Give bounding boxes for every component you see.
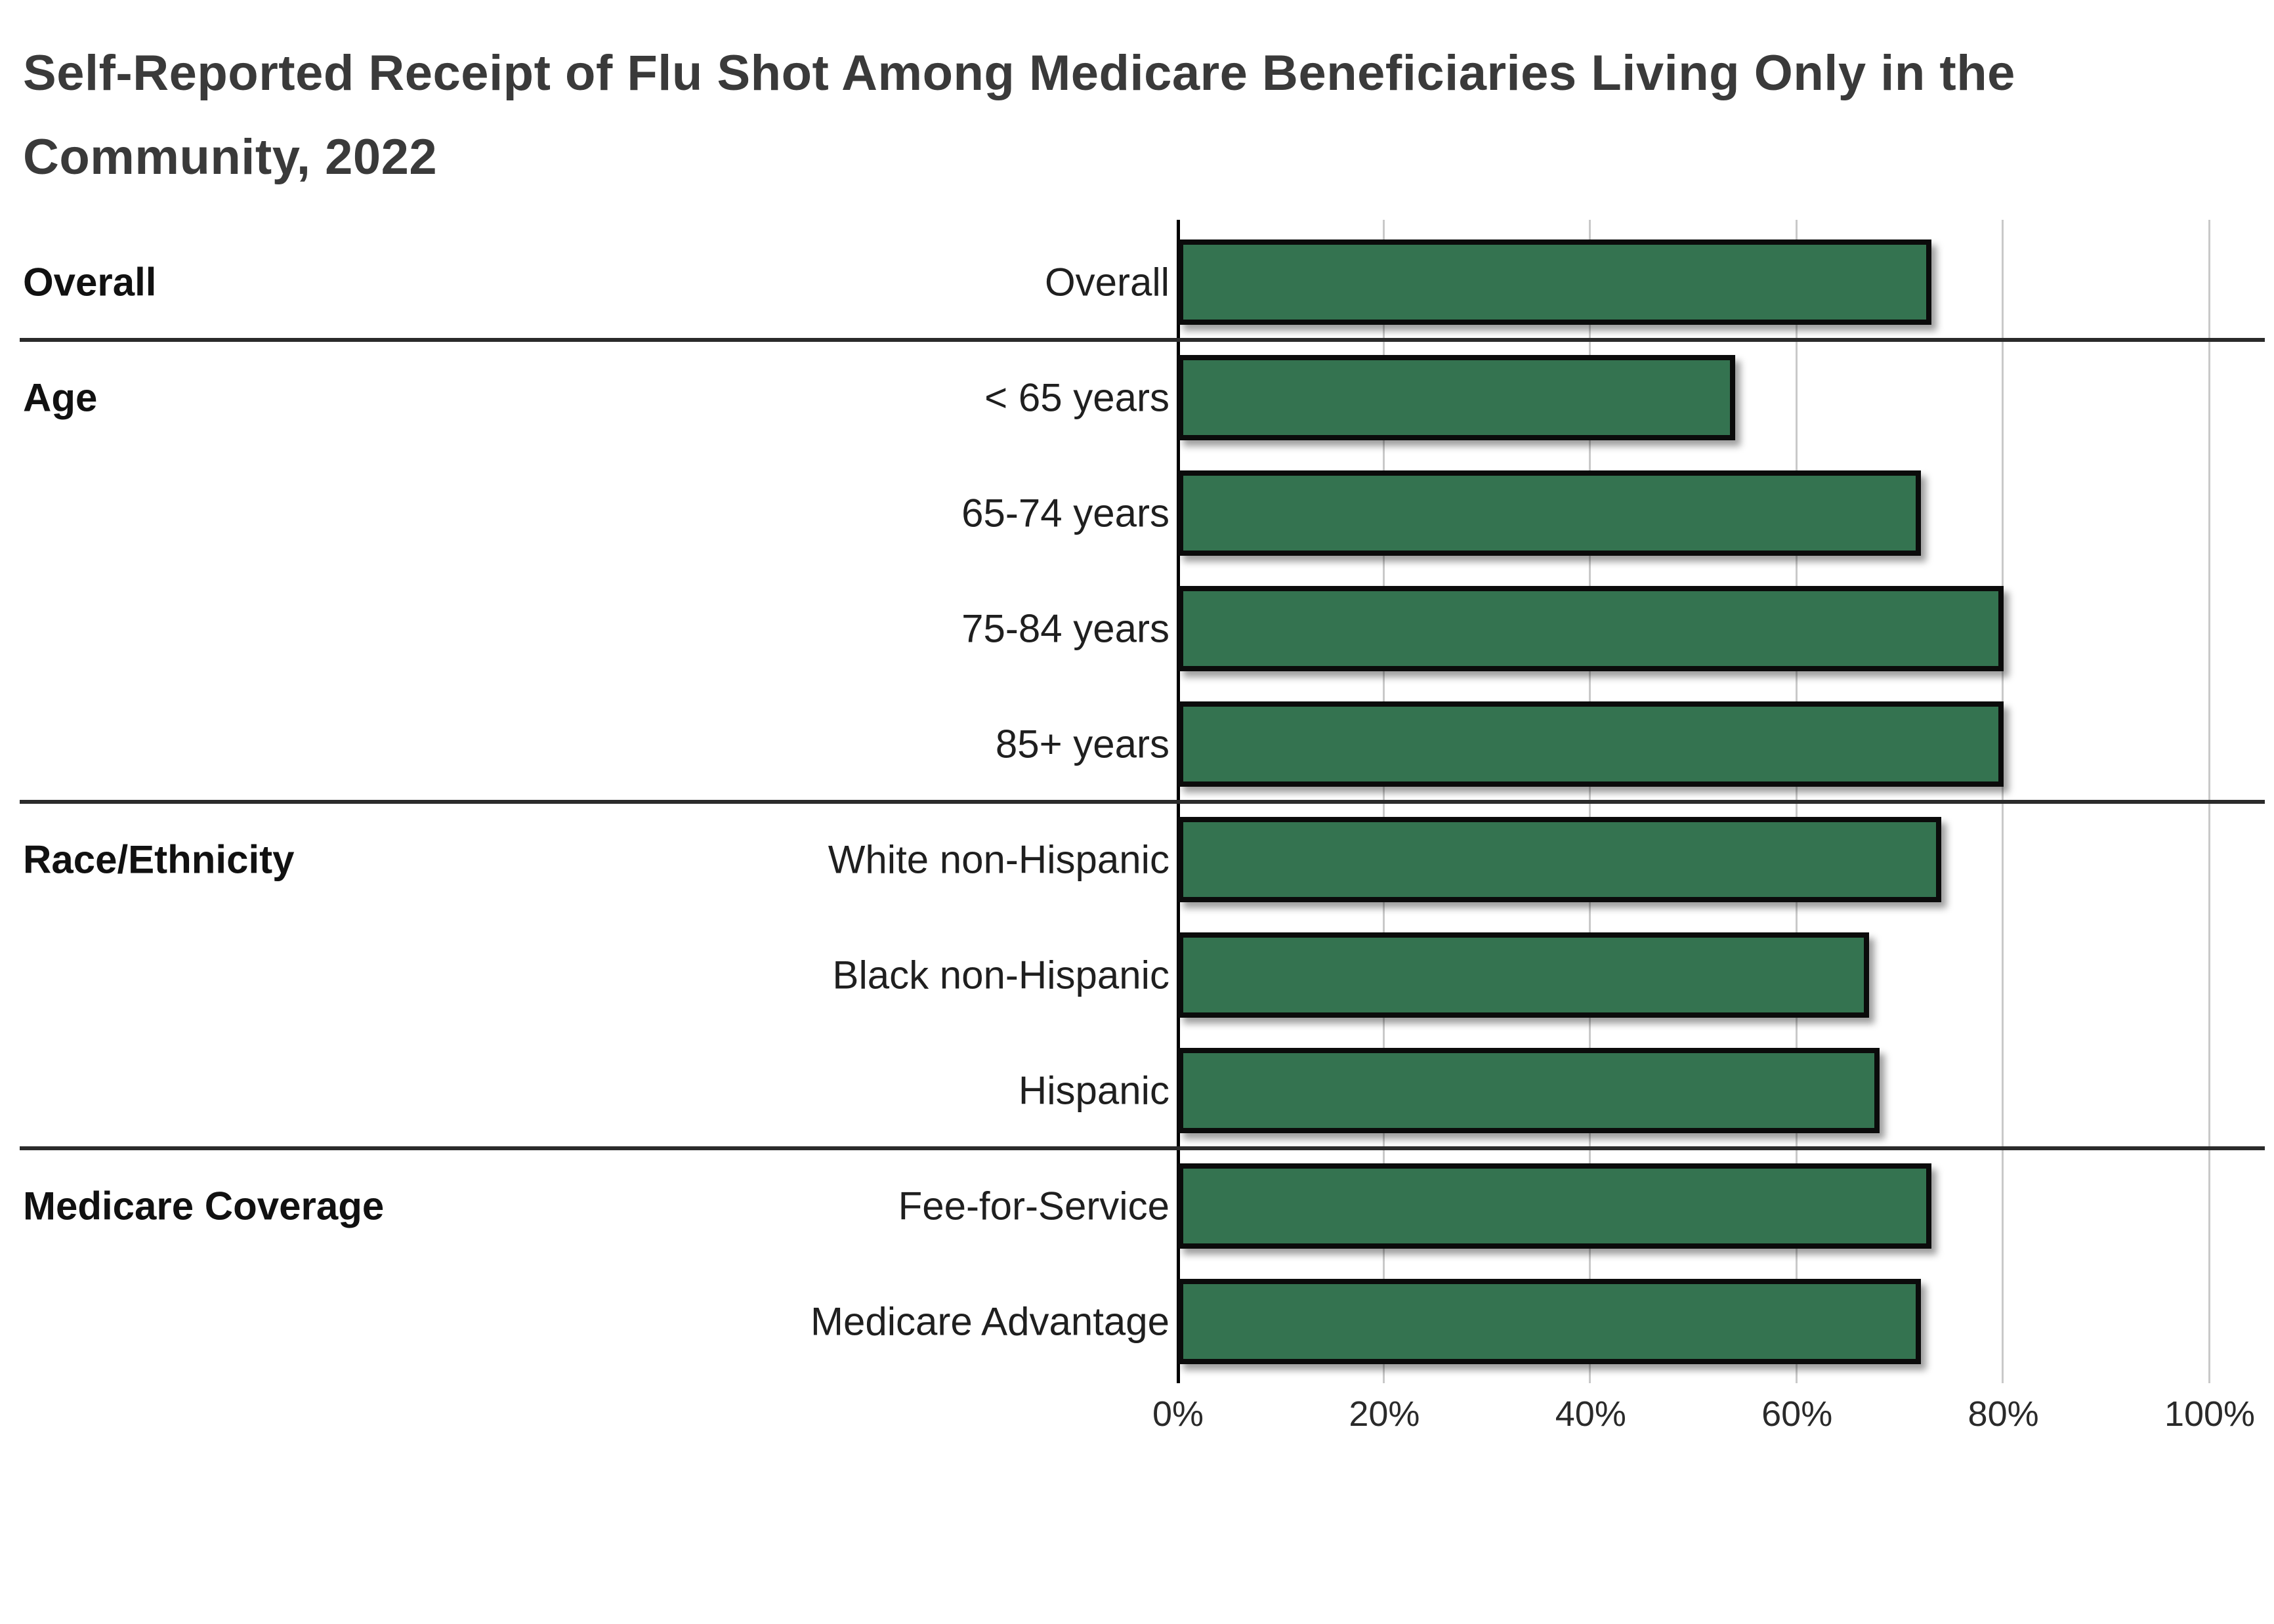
bar-85-years xyxy=(1178,701,2004,787)
category-label: 75-84 years xyxy=(961,606,1169,651)
category-label: 65-74 years xyxy=(961,491,1169,535)
group-label-overall: Overall xyxy=(23,260,157,304)
category-label: 85+ years xyxy=(995,722,1169,766)
category-label: < 65 years xyxy=(984,375,1169,420)
x-tick-label: 0% xyxy=(1152,1394,1204,1434)
bar-medicare-advantage xyxy=(1178,1279,1921,1364)
category-label: Hispanic xyxy=(1018,1068,1169,1113)
x-tick-label: 80% xyxy=(1968,1394,2039,1434)
x-tick-label: 20% xyxy=(1349,1394,1420,1434)
category-label: Overall xyxy=(1044,260,1169,304)
group-label-medicare-coverage: Medicare Coverage xyxy=(23,1184,385,1228)
category-label: Black non-Hispanic xyxy=(832,953,1169,997)
group-separator xyxy=(20,1146,2265,1150)
x-tick-label: 40% xyxy=(1555,1394,1626,1434)
bar-black-non-hispanic xyxy=(1178,932,1870,1018)
bar-overall xyxy=(1178,239,1931,325)
category-label: Medicare Advantage xyxy=(810,1299,1169,1344)
x-tick-label: 60% xyxy=(1761,1394,1833,1434)
group-separator xyxy=(20,338,2265,342)
bar-white-non-hispanic xyxy=(1178,817,1942,902)
bar-fee-for-service xyxy=(1178,1163,1931,1249)
chart-title: Self-Reported Receipt of Flu Shot Among … xyxy=(23,45,2015,185)
bar--65-years xyxy=(1178,355,1735,440)
bar-65-74-years xyxy=(1178,470,1921,556)
group-label-age: Age xyxy=(23,375,98,420)
category-label: White non-Hispanic xyxy=(828,837,1169,882)
group-separator xyxy=(20,800,2265,804)
bar-75-84-years xyxy=(1178,586,2004,671)
bar-hispanic xyxy=(1178,1048,1880,1133)
group-label-race-ethnicity: Race/Ethnicity xyxy=(23,837,295,882)
x-tick-label: 100% xyxy=(2164,1394,2256,1434)
category-label: Fee-for-Service xyxy=(898,1184,1169,1228)
